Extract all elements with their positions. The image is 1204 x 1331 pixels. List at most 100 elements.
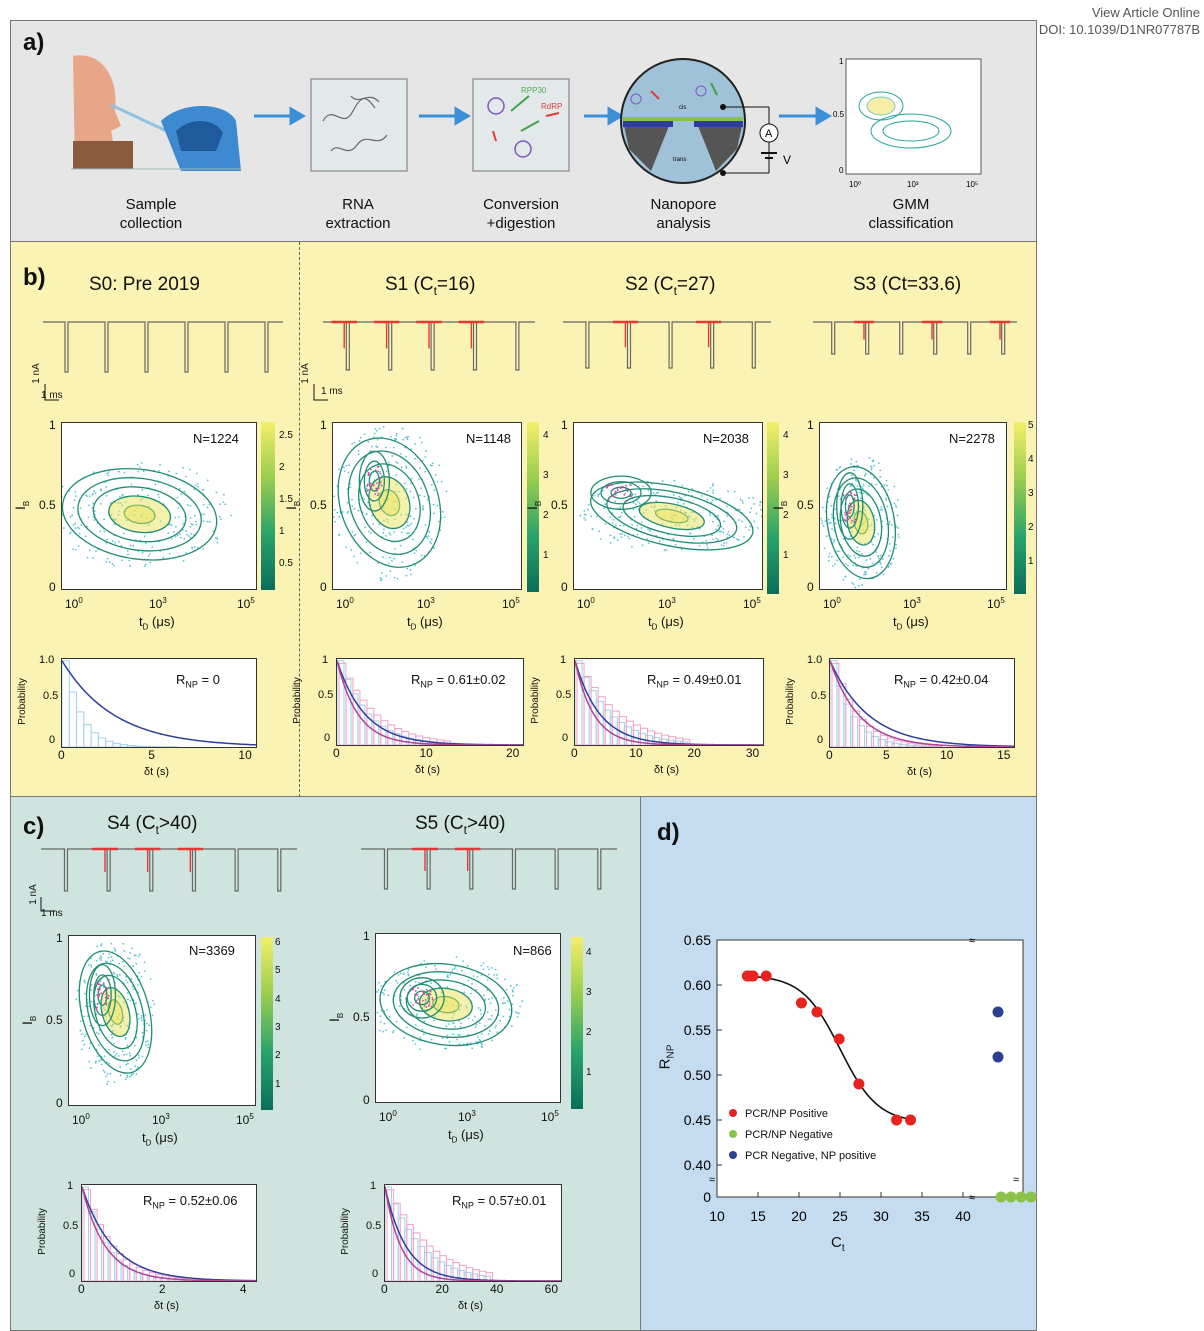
- scatter-point: [405, 574, 408, 577]
- scatter-point: [646, 537, 649, 540]
- scatter-point: [614, 524, 617, 526]
- scatter-point: [219, 503, 222, 506]
- scatter-point: [830, 504, 833, 507]
- scatter-point: [338, 515, 341, 518]
- scatter-point: [187, 504, 189, 506]
- scatter-point: [583, 509, 586, 512]
- scatter-point: [827, 555, 830, 558]
- scatter-point: [738, 508, 741, 511]
- scatter-point: [114, 950, 117, 952]
- article-header: View Article Online DOI: 10.1039/D1NR077…: [1039, 4, 1200, 38]
- scatter-point: [748, 497, 750, 499]
- scatter-point: [446, 986, 449, 988]
- scatter-point: [516, 1015, 519, 1018]
- hist-s0: [61, 658, 257, 748]
- ib-axis-label: IB: [524, 500, 544, 511]
- colorbar-tick: 1: [279, 526, 285, 537]
- scatter-point: [148, 553, 151, 555]
- scatter-point: [168, 470, 170, 473]
- scatter-point: [376, 1011, 379, 1014]
- scatter-point: [399, 452, 402, 455]
- scatter-point: [106, 557, 109, 560]
- scatter-point: [137, 470, 140, 473]
- svg-text:10⁰: 10⁰: [849, 180, 861, 189]
- data-point: [905, 1114, 917, 1126]
- colorbar-s2: [767, 422, 779, 594]
- scatter-point: [126, 1044, 129, 1047]
- scatter-point: [454, 1025, 456, 1028]
- probability-axis-label: Probability: [291, 677, 303, 724]
- colorbar-tick: 3: [783, 470, 789, 481]
- scatter-point: [833, 508, 836, 511]
- scatter-point: [418, 478, 421, 481]
- scatter-point: [184, 551, 187, 554]
- scatter-point: [875, 483, 878, 486]
- scatter-point: [624, 492, 627, 495]
- scatter-point: [418, 981, 420, 984]
- scatter-point: [873, 514, 876, 517]
- scatter-point: [712, 538, 715, 541]
- td-axis-label: tD (μs): [142, 1130, 178, 1148]
- view-article-link[interactable]: View Article Online: [1091, 5, 1200, 20]
- scatter-point: [849, 555, 852, 558]
- scatter-point: [865, 559, 868, 562]
- scatter-point: [412, 1039, 414, 1042]
- scatter-point: [77, 545, 80, 547]
- scatter-point: [888, 555, 890, 557]
- conversion-icon: [472, 78, 570, 172]
- scatter-point: [120, 544, 123, 547]
- data-point: [995, 1191, 1007, 1203]
- scatter-point: [672, 538, 675, 541]
- scatter-point: [847, 554, 850, 557]
- scatter-point: [202, 503, 205, 506]
- hist-x-tick: 30: [745, 746, 760, 760]
- scatter-point: [482, 962, 485, 965]
- scatter-point: [168, 552, 171, 555]
- s4-title: S4 (Ct>40): [107, 813, 198, 837]
- x-tick-3: 103: [658, 596, 676, 611]
- scatter-point: [84, 535, 87, 538]
- hist-x-tick: 20: [687, 746, 701, 760]
- scatter-point: [95, 1031, 98, 1034]
- scatter-point: [885, 479, 888, 482]
- scatter-point: [466, 1042, 469, 1045]
- scatter-point: [474, 1026, 477, 1028]
- scatter-point: [519, 1005, 522, 1008]
- scatter-point: [739, 498, 742, 501]
- scatter-point: [467, 979, 470, 982]
- axis-break: ≈: [1013, 1174, 1019, 1186]
- hist-x-tick: 4: [239, 1282, 247, 1296]
- scatter-point: [90, 957, 92, 960]
- scatter-point: [885, 499, 888, 501]
- scatter-point: [61, 485, 64, 488]
- scatter-point: [749, 525, 751, 528]
- scatter-point: [486, 979, 489, 981]
- scatter-point: [79, 1020, 82, 1023]
- scatter-point: [68, 532, 71, 535]
- scatter-point: [77, 526, 79, 529]
- scatter-point: [117, 470, 120, 473]
- hist-bar: [68, 691, 78, 748]
- scatter-point: [821, 520, 823, 522]
- scatter-point: [117, 540, 120, 543]
- ib-axis-label: IB: [283, 500, 303, 511]
- scatter-point: [396, 981, 399, 984]
- scatter-point: [84, 494, 87, 497]
- scatter-point: [73, 499, 76, 502]
- scatter-point: [196, 482, 199, 485]
- scatter-point: [868, 485, 871, 487]
- data-point: [1025, 1191, 1037, 1203]
- scatter-point: [476, 976, 479, 978]
- scatter-point: [136, 984, 139, 986]
- scatter-point: [462, 960, 464, 963]
- hist-y-tick-05: 0.5: [556, 689, 572, 701]
- scatter-point: [91, 493, 94, 496]
- scatter-point: [741, 499, 744, 502]
- scatter-point: [458, 1034, 461, 1037]
- scatter-point: [74, 548, 77, 551]
- x-tick-label: 30: [873, 1208, 889, 1224]
- scatter-point: [483, 994, 485, 997]
- scatter-point: [479, 1008, 482, 1011]
- scatter-point: [495, 973, 498, 976]
- scatter-point: [475, 1040, 478, 1043]
